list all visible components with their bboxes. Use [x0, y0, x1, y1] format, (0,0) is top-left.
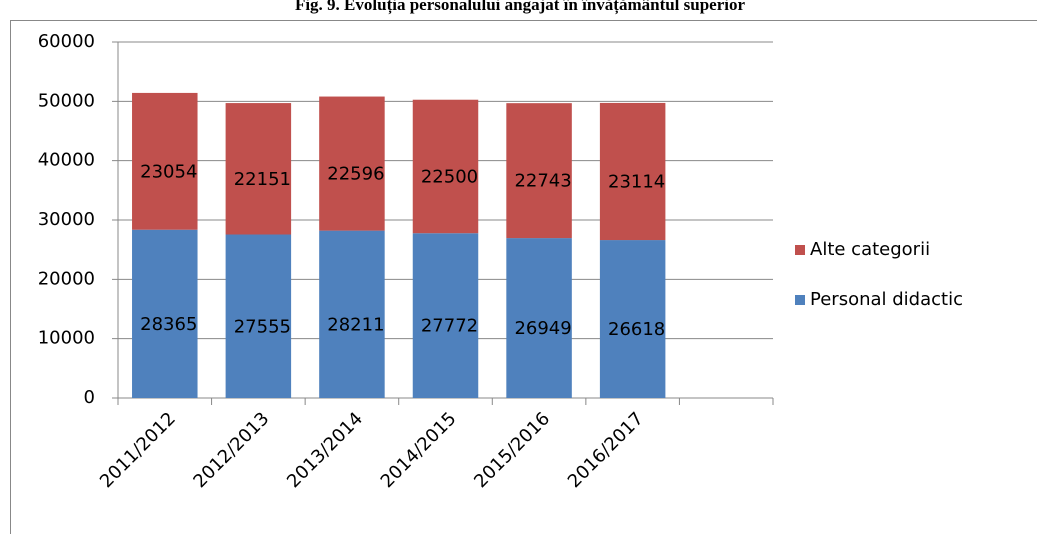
y-tick-label: 0 — [84, 387, 95, 408]
data-label: 22743 — [514, 171, 571, 192]
legend-label: Personal didactic — [810, 289, 963, 310]
x-tick-label: 2016/2017 — [564, 408, 648, 492]
y-tick-label: 60000 — [38, 31, 95, 52]
data-label: 23054 — [140, 161, 197, 182]
data-label: 22596 — [327, 164, 384, 185]
data-label: 22151 — [234, 169, 291, 190]
y-tick-label: 30000 — [38, 209, 95, 230]
y-tick-label: 20000 — [38, 268, 95, 289]
legend-swatch — [795, 245, 805, 255]
x-tick-label: 2014/2015 — [377, 408, 461, 492]
data-label: 23114 — [608, 171, 665, 192]
data-label: 28365 — [140, 314, 197, 335]
data-label: 26949 — [514, 318, 571, 339]
x-tick-label: 2011/2012 — [96, 408, 180, 492]
data-label: 22500 — [421, 166, 478, 187]
data-label: 26618 — [608, 319, 665, 340]
y-tick-label: 50000 — [38, 90, 95, 111]
x-tick-label: 2013/2014 — [283, 408, 367, 492]
legend-swatch — [795, 295, 805, 305]
chart-title: Fig. 9. Evoluția personalului angajat în… — [295, 0, 746, 15]
y-tick-label: 40000 — [38, 150, 95, 171]
data-label: 27772 — [421, 316, 478, 337]
x-tick-label: 2015/2016 — [470, 408, 554, 492]
y-tick-label: 10000 — [38, 328, 95, 349]
x-tick-label: 2012/2013 — [190, 408, 274, 492]
legend-label: Alte categorii — [810, 239, 930, 260]
data-label: 27555 — [234, 316, 291, 337]
data-label: 28211 — [327, 314, 384, 335]
